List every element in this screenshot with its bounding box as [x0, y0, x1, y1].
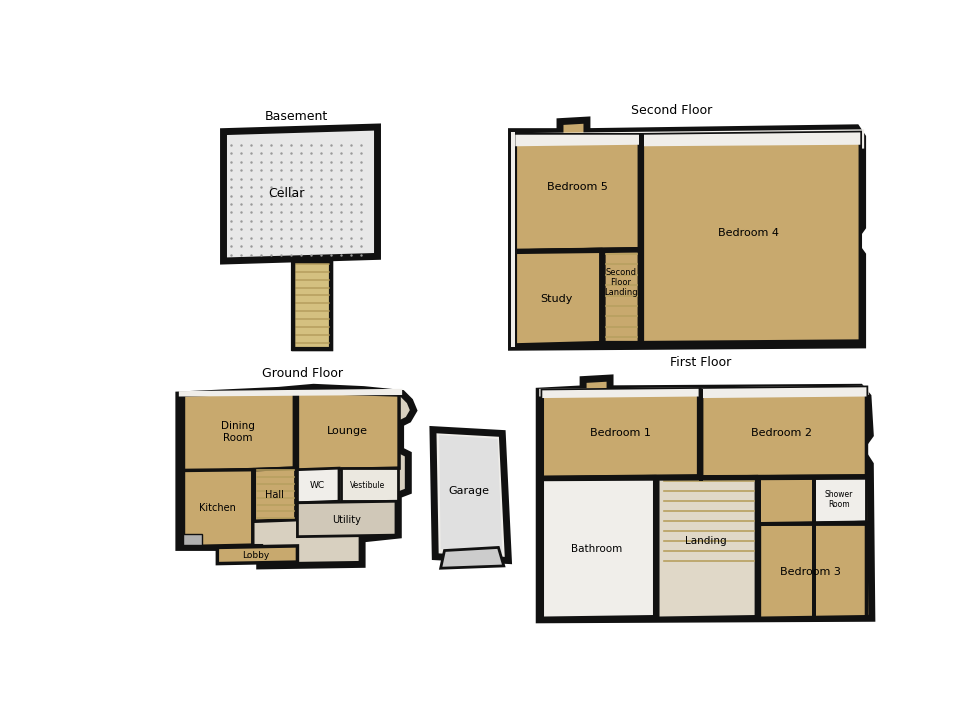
Text: Landing: Landing	[685, 536, 726, 546]
Polygon shape	[179, 389, 402, 397]
Text: Second Floor: Second Floor	[631, 103, 712, 117]
Polygon shape	[643, 132, 860, 342]
Text: WC: WC	[310, 481, 325, 490]
Polygon shape	[179, 387, 414, 566]
Text: Bedroom 4: Bedroom 4	[718, 229, 779, 239]
Polygon shape	[441, 548, 504, 568]
Text: Second
Floor
Landing: Second Floor Landing	[604, 268, 638, 298]
Polygon shape	[298, 392, 399, 471]
Text: First Floor: First Floor	[670, 356, 731, 369]
Polygon shape	[760, 520, 869, 526]
Polygon shape	[515, 247, 641, 254]
Polygon shape	[515, 249, 601, 345]
Text: Cellar: Cellar	[269, 187, 305, 200]
Polygon shape	[699, 389, 704, 481]
Polygon shape	[512, 120, 862, 347]
Polygon shape	[218, 546, 298, 564]
Text: Dining
Room: Dining Room	[221, 421, 255, 443]
Polygon shape	[542, 389, 699, 398]
Polygon shape	[293, 261, 331, 349]
Text: Vestibule: Vestibule	[350, 481, 385, 490]
Text: Lobby: Lobby	[242, 550, 270, 560]
Polygon shape	[542, 476, 655, 618]
Polygon shape	[223, 127, 377, 261]
Text: Ground Floor: Ground Floor	[262, 367, 343, 380]
Polygon shape	[702, 387, 866, 477]
Polygon shape	[512, 132, 515, 347]
Text: Study: Study	[540, 294, 572, 304]
Polygon shape	[658, 476, 757, 618]
Polygon shape	[643, 132, 860, 146]
Polygon shape	[639, 133, 644, 345]
Text: Garage: Garage	[449, 486, 490, 496]
Polygon shape	[539, 378, 872, 620]
Text: Lounge: Lounge	[327, 426, 368, 436]
Polygon shape	[542, 474, 869, 481]
Polygon shape	[604, 249, 639, 342]
Polygon shape	[298, 468, 339, 503]
Text: Bedroom 1: Bedroom 1	[590, 429, 651, 439]
Text: Basement: Basement	[265, 110, 327, 122]
Polygon shape	[542, 389, 699, 477]
Polygon shape	[433, 429, 509, 560]
Polygon shape	[760, 523, 866, 618]
Polygon shape	[298, 501, 396, 537]
Polygon shape	[601, 249, 606, 344]
Polygon shape	[515, 130, 864, 150]
Polygon shape	[515, 135, 639, 251]
Polygon shape	[757, 476, 761, 618]
Text: Kitchen: Kitchen	[199, 503, 236, 513]
Polygon shape	[814, 476, 866, 523]
Polygon shape	[539, 386, 869, 397]
Polygon shape	[702, 387, 866, 398]
Polygon shape	[183, 533, 202, 545]
Polygon shape	[341, 468, 398, 501]
Polygon shape	[255, 468, 296, 521]
Text: Bedroom 3: Bedroom 3	[780, 567, 841, 577]
Polygon shape	[655, 476, 660, 620]
Polygon shape	[183, 470, 253, 547]
Text: Bedroom 5: Bedroom 5	[547, 182, 608, 192]
Text: Shower
Room: Shower Room	[824, 490, 853, 509]
Text: Bathroom: Bathroom	[571, 544, 622, 554]
Polygon shape	[757, 476, 761, 620]
Polygon shape	[515, 135, 639, 146]
Text: Bedroom 2: Bedroom 2	[752, 429, 812, 439]
Polygon shape	[183, 392, 294, 472]
Text: Utility: Utility	[332, 515, 362, 525]
Text: Hall: Hall	[265, 490, 284, 500]
Polygon shape	[439, 435, 503, 553]
Polygon shape	[811, 478, 816, 620]
